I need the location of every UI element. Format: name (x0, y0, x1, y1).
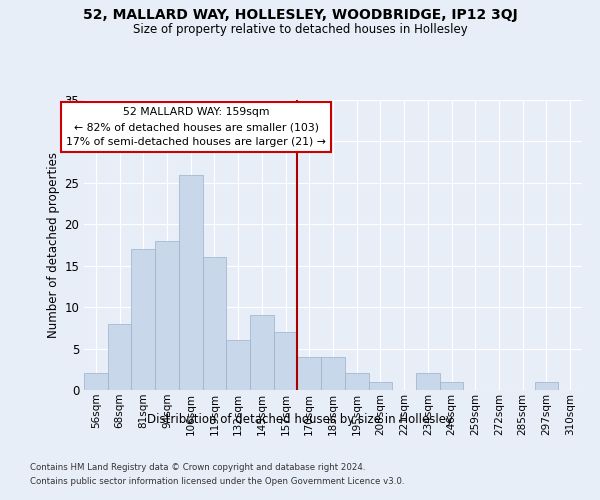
Bar (84, 374, 108, 390)
Bar (155, 241, 179, 390)
Text: 52, MALLARD WAY, HOLLESLEY, WOODBRIDGE, IP12 3QJ: 52, MALLARD WAY, HOLLESLEY, WOODBRIDGE, … (83, 8, 517, 22)
Bar (321, 357, 345, 390)
Bar (440, 382, 463, 390)
Text: Size of property relative to detached houses in Hollesley: Size of property relative to detached ho… (133, 22, 467, 36)
Bar (298, 357, 321, 390)
Text: Contains HM Land Registry data © Crown copyright and database right 2024.: Contains HM Land Registry data © Crown c… (30, 462, 365, 471)
Bar (108, 324, 131, 390)
Text: Contains public sector information licensed under the Open Government Licence v3: Contains public sector information licen… (30, 478, 404, 486)
Bar (226, 340, 250, 390)
Bar (416, 374, 440, 390)
Bar (368, 382, 392, 390)
Bar (250, 316, 274, 390)
Text: Distribution of detached houses by size in Hollesley: Distribution of detached houses by size … (147, 412, 453, 426)
Bar (179, 174, 203, 390)
Bar (345, 374, 368, 390)
Bar (535, 382, 558, 390)
Y-axis label: Number of detached properties: Number of detached properties (47, 152, 60, 338)
Bar (131, 249, 155, 390)
Bar (274, 332, 298, 390)
Bar (203, 258, 226, 390)
Text: 52 MALLARD WAY: 159sqm
← 82% of detached houses are smaller (103)
17% of semi-de: 52 MALLARD WAY: 159sqm ← 82% of detached… (66, 108, 326, 147)
